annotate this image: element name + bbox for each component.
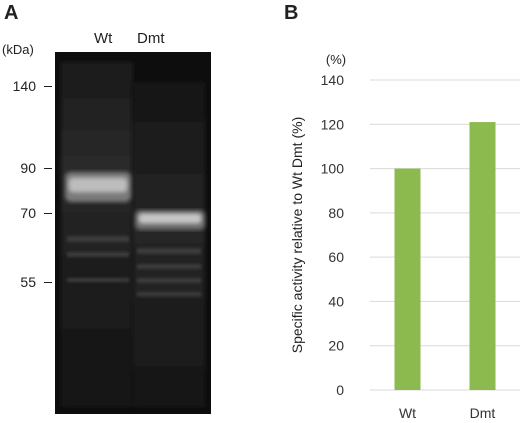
bars: [394, 122, 496, 391]
y-tick-label-0: 0: [336, 382, 344, 398]
gel-image: [55, 52, 211, 414]
marker-label-70: 70: [20, 205, 36, 221]
y-unit-label: (%): [326, 52, 346, 67]
bar-wt: [394, 168, 421, 390]
y-tick-label-20: 20: [328, 338, 344, 354]
gel-minor-bands: [67, 236, 201, 296]
y-tick-label-120: 120: [321, 116, 345, 132]
x-tick-label-dmt: Dmt: [470, 405, 496, 421]
lane-label-wt: Wt: [94, 30, 113, 47]
marker-label-140: 140: [12, 78, 36, 94]
y-tick-labels: 0 20 40 60 80 100 120 140: [321, 72, 345, 398]
marker-label-90: 90: [20, 160, 36, 176]
y-tick-label-80: 80: [328, 205, 344, 221]
grid-lines: [370, 79, 520, 391]
marker-tick-55: [44, 282, 52, 283]
gel-lane-wt: [61, 62, 133, 407]
bar-chart: (%) Specific activity relative to Wt Dmt…: [289, 52, 520, 421]
panel-b-label: B: [284, 2, 299, 24]
x-tick-labels: Wt Dmt: [399, 405, 495, 421]
y-tick-label-60: 60: [328, 249, 344, 265]
marker-tick-70: [44, 213, 52, 214]
panel-a-label: A: [4, 2, 19, 24]
gel-band-wt-main: [65, 172, 131, 202]
y-tick-label-140: 140: [321, 72, 345, 88]
marker-label-55: 55: [20, 274, 36, 290]
gel-lane-dmt: [133, 82, 205, 407]
gel-band-dmt-main: [135, 210, 205, 230]
y-tick-label-100: 100: [321, 161, 345, 177]
bar-dmt: [469, 122, 496, 391]
x-tick-label-wt: Wt: [399, 405, 416, 421]
marker-tick-90: [44, 168, 52, 169]
marker-tick-140: [44, 86, 52, 87]
y-tick-label-40: 40: [328, 293, 344, 309]
kda-unit-label: (kDa): [2, 42, 34, 57]
lane-label-dmt: Dmt: [137, 30, 165, 47]
y-axis-title: Specific activity relative to Wt Dmt (%): [289, 117, 305, 354]
